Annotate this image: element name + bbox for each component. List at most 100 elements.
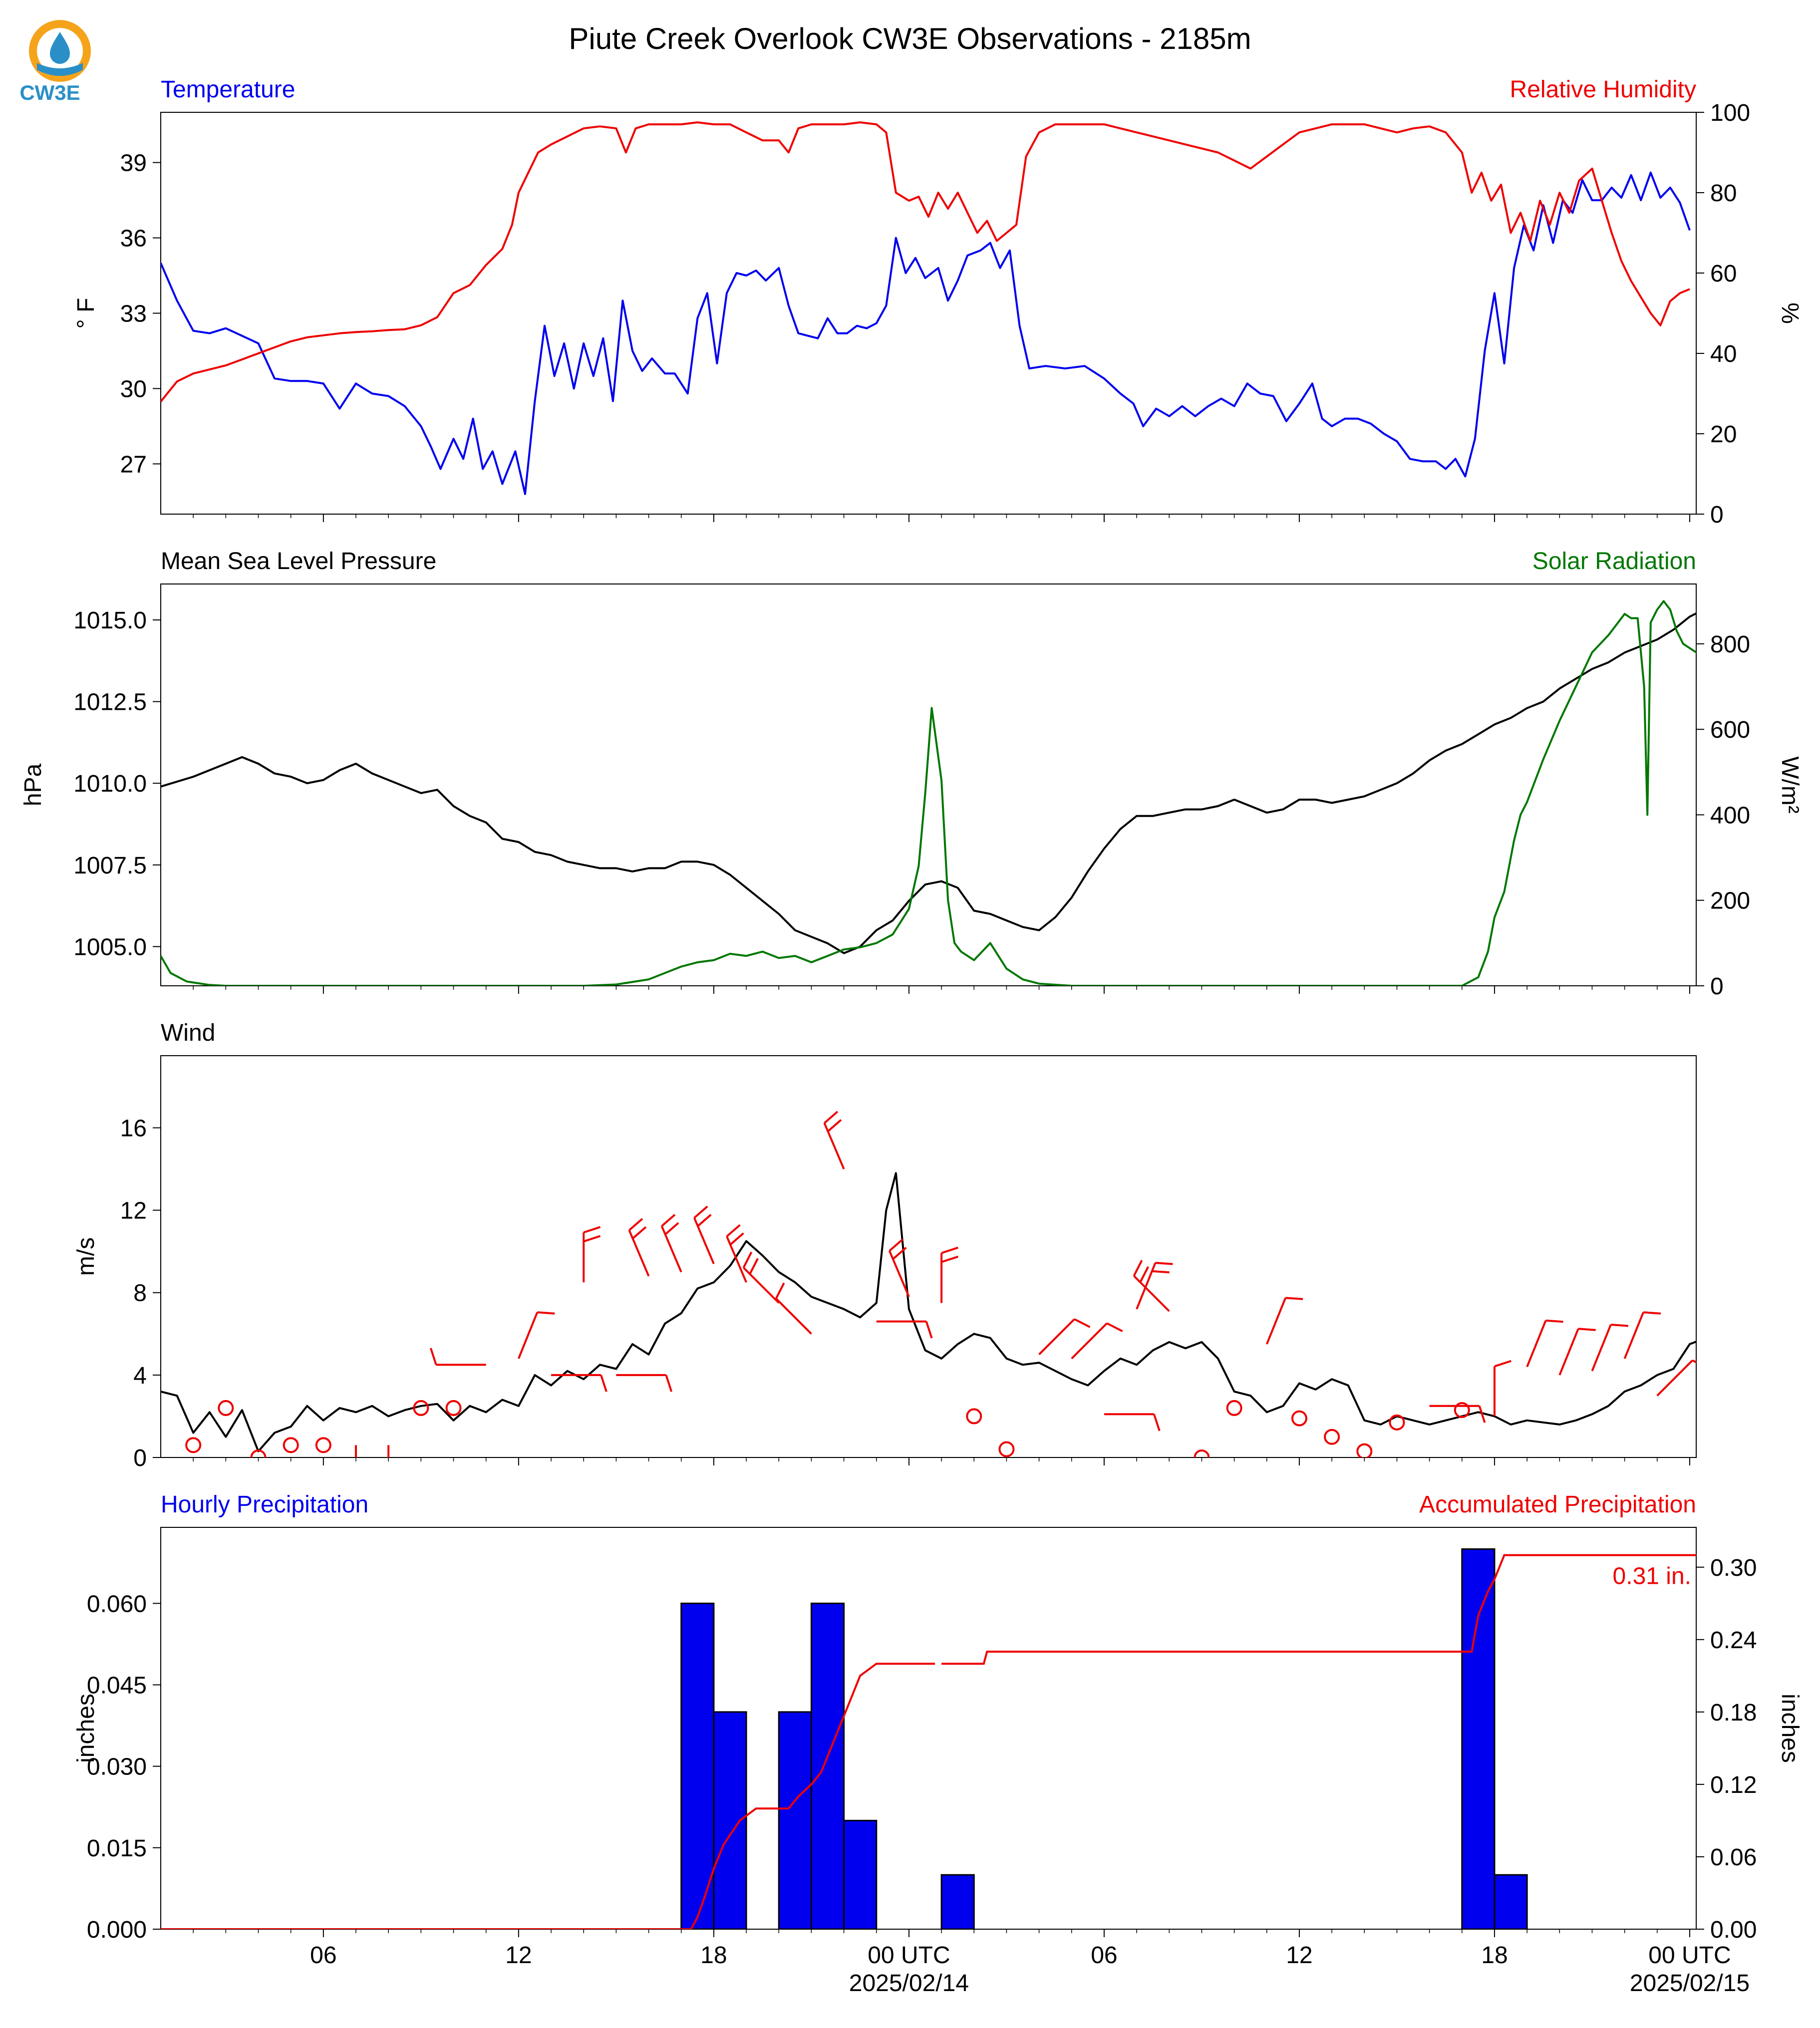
wind-barb-flag — [1155, 1262, 1173, 1265]
wind-barb — [742, 1251, 780, 1304]
wind-barb-flag — [925, 1321, 933, 1339]
wind-barb — [518, 1311, 555, 1359]
wind-barb-staff — [726, 1236, 747, 1283]
wind-barb-calm — [250, 1449, 267, 1457]
y-left-tick-label: 0.015 — [87, 1835, 147, 1862]
y-left-label: inches — [73, 1694, 99, 1763]
wind-barb-flag — [697, 1213, 712, 1227]
precip-bar — [680, 1602, 715, 1929]
series-line-solar-radiation — [161, 600, 1696, 986]
wind-barb-staff — [823, 1123, 845, 1169]
wind-barb-staff — [1526, 1320, 1547, 1368]
wind-barb-flag — [889, 1238, 904, 1252]
wind-barb-staff — [628, 1229, 650, 1277]
y-right-tick-label: 800 — [1710, 631, 1750, 658]
wind-barb-flag — [1153, 1414, 1161, 1432]
wind-barb-flag — [632, 1226, 647, 1239]
wind-barb-staff — [1558, 1328, 1579, 1376]
wind-barb — [1429, 1405, 1486, 1423]
wind-barb-flag — [824, 1111, 839, 1124]
y-right-tick-label: 0.30 — [1710, 1555, 1757, 1581]
wind-barb-calm — [445, 1400, 462, 1416]
wind-barb-flag — [1139, 1266, 1149, 1283]
y-left-tick-label: 8 — [133, 1280, 147, 1307]
panel-left-title: Hourly Precipitation — [161, 1491, 368, 1518]
panel-right-title: Relative Humidity — [1510, 76, 1696, 103]
wind-barb-flag — [1106, 1322, 1123, 1332]
y-right-tick-label: 0.24 — [1710, 1627, 1757, 1654]
y-right-tick-label: 0.12 — [1710, 1772, 1757, 1798]
y-right-tick-label: 0.18 — [1710, 1700, 1757, 1726]
precip-bar — [1461, 1548, 1496, 1929]
wind-barb — [1136, 1262, 1173, 1310]
panel-left-title: Temperature — [161, 76, 295, 103]
x-date-label: 2025/02/14 — [849, 1970, 969, 1997]
y-left-tick-label: 0.060 — [87, 1591, 147, 1617]
wind-barb-flag — [1133, 1260, 1143, 1277]
wind-barb-flag — [429, 1348, 437, 1365]
wind-barb — [1656, 1359, 1696, 1397]
wind-barb-staff — [775, 1298, 812, 1335]
wind-barb-staff — [518, 1312, 539, 1359]
wind-barb-flag — [1074, 1318, 1091, 1328]
y-right-tick-label: 80 — [1710, 180, 1737, 207]
y-right-tick-label: 0.00 — [1710, 1917, 1757, 1943]
wind-barb-staff — [1656, 1360, 1693, 1397]
panel-plot-area — [161, 1548, 1696, 1929]
y-left-tick-label: 30 — [120, 376, 147, 402]
wind-barb-staff — [660, 1225, 682, 1273]
panel-plot-area — [161, 600, 1696, 986]
wind-barb-flag — [693, 1205, 708, 1219]
wind-barb — [583, 1226, 601, 1283]
wind-barb-calm — [966, 1408, 982, 1425]
y-right-tick-label: 600 — [1710, 717, 1750, 743]
wind-barb-flag — [729, 1232, 744, 1246]
wind-barb-calm — [283, 1437, 299, 1453]
x-tick-label: 00 UTC — [868, 1942, 950, 1969]
panel-plot-area — [161, 121, 1691, 495]
wind-barb — [775, 1282, 812, 1335]
panel-frame — [160, 583, 1697, 986]
precip-bar — [940, 1874, 975, 1929]
wind-barb — [1526, 1319, 1563, 1368]
x-tick-label: 00 UTC — [1648, 1942, 1731, 1969]
y-left-label: hPa — [20, 763, 46, 806]
wind-barb-calm — [1291, 1410, 1307, 1427]
panel-left-title: Mean Sea Level Pressure — [161, 548, 436, 575]
wind-barb-staff — [1591, 1324, 1612, 1372]
wind-barb-flag — [742, 1251, 753, 1268]
wind-barb — [660, 1213, 682, 1273]
wind-barb-flag — [1610, 1323, 1628, 1327]
y-right-tick-label: 0 — [1710, 502, 1724, 528]
logo-wave-icon — [37, 63, 83, 76]
wind-barb-flag — [1692, 1359, 1696, 1364]
wind-barb — [1104, 1413, 1161, 1432]
y-left-tick-label: 1010.0 — [73, 771, 147, 797]
y-right-tick-label: 40 — [1710, 341, 1737, 367]
wind-barb-flag — [372, 1495, 388, 1500]
accumulated-precip-annotation: 0.31 in. — [1613, 1563, 1691, 1590]
panel-plot-area — [161, 1111, 1696, 1500]
y-right-label: % — [1777, 302, 1803, 324]
y-right-tick-label: 0 — [1710, 973, 1724, 1000]
y-right-tick-label: 200 — [1710, 888, 1750, 914]
figure-title: Piute Creek Overlook CW3E Observations -… — [569, 22, 1251, 55]
y-left-tick-label: 1007.5 — [73, 853, 147, 879]
wind-barb-calm — [1389, 1414, 1405, 1431]
wind-barb-flag — [661, 1213, 676, 1227]
wind-barb-calm — [1194, 1449, 1210, 1457]
wind-barb-flag — [1494, 1360, 1512, 1368]
y-left-tick-label: 1015.0 — [73, 607, 147, 634]
precip-bar — [810, 1602, 845, 1929]
y-left-tick-label: 36 — [120, 226, 147, 252]
y-left-tick-label: 1005.0 — [73, 934, 147, 960]
wind-barb-staff — [1623, 1312, 1644, 1359]
wind-barb — [1133, 1260, 1170, 1312]
y-left-tick-label: 12 — [120, 1198, 147, 1224]
wind-barb — [616, 1374, 673, 1392]
wind-barb — [1265, 1297, 1303, 1345]
wind-barb-calm — [1454, 1402, 1470, 1419]
y-right-tick-label: 60 — [1710, 261, 1737, 287]
